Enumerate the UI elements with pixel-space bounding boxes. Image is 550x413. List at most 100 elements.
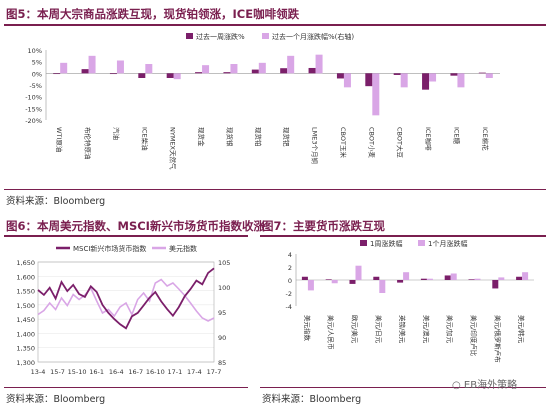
fig5-legend-swatch-week — [186, 33, 193, 39]
fig6-ytick-left: 1,450 — [16, 316, 35, 324]
fig5-xtick: ICE糖 — [452, 127, 461, 145]
fig5-xtick: ICE咖啡 — [424, 127, 433, 151]
fig5-bar-month — [457, 73, 465, 88]
fig5-bar-month — [287, 55, 295, 74]
fig7-xtick: 美元/印度卢比 — [470, 315, 479, 357]
fig6-ytick-left: 1,300 — [16, 359, 35, 367]
fig7-xtick: 美元/澳元 — [422, 315, 431, 344]
fig5-xtick: ICE棉花 — [481, 127, 490, 151]
fig5-bar-month — [60, 62, 68, 74]
fig6-plot-frame — [37, 261, 215, 363]
fig6-legend-usd: 美元指数 — [169, 244, 197, 253]
fig5-ytick: -15% — [25, 105, 42, 113]
fig7-bar-week — [468, 279, 475, 280]
fig5-legend-month: 过去一个月涨跌幅%(右轴) — [272, 32, 354, 41]
fig5-bar-month — [315, 54, 323, 74]
fig5-bar-month — [343, 73, 351, 88]
fig6-xtick: 16-1 — [89, 368, 104, 376]
fig5-bar-month — [230, 64, 238, 74]
fig6-ytick-left: 1,600 — [16, 273, 35, 281]
fig5-bar-month — [258, 62, 266, 74]
fig7-bar-month — [498, 277, 505, 280]
fig7-title: 图7：主要货币涨跌互现 — [262, 219, 386, 233]
fig5-bar-week — [223, 72, 231, 74]
fig7-ytick: 2 — [288, 264, 292, 272]
fig5-bar-week — [308, 67, 316, 74]
fig7-xtick: 美元/俄罗斯卢布 — [493, 315, 502, 363]
fig5-ytick: -5% — [29, 82, 42, 90]
fig5-bar-week — [138, 73, 146, 78]
fig7-xtick: 美元/韩元 — [517, 315, 526, 344]
fig5-bar-week — [251, 69, 259, 74]
fig6-ytick-right: 100 — [218, 284, 230, 292]
fig6-ytick-right: 105 — [218, 259, 230, 267]
fig7-bar-month — [403, 272, 410, 280]
fig7-source-rule — [260, 387, 546, 388]
watermark-text: EB海外策略 — [463, 380, 518, 391]
fig6-xtick: 16-10 — [146, 368, 165, 376]
fig5-xtick: WTI原油 — [55, 127, 64, 152]
fig7-ytick: -4 — [286, 303, 292, 311]
watermark: ○ EB海外策略 — [452, 376, 517, 391]
fig5-source-rule — [4, 189, 546, 190]
fig5-bar-week — [478, 72, 486, 74]
fig5-ytick: -10% — [25, 94, 42, 102]
fig6-ytick-right: 85 — [218, 359, 226, 367]
fig5-xtick: ICE柴油 — [140, 127, 149, 151]
fig5-bar-month — [202, 65, 210, 74]
fig5-bar-week — [53, 73, 61, 75]
fig5-bar-week — [81, 69, 89, 74]
fig5-bar-month — [485, 73, 493, 78]
fig7-bar-month — [307, 280, 314, 291]
fig5-bar-week — [166, 73, 174, 78]
fig7-source: 资料来源：Bloomberg — [262, 394, 362, 405]
fig7-bar-month — [331, 280, 338, 284]
fig7-bar-week — [349, 280, 356, 284]
fig5-title-rule — [4, 24, 546, 26]
fig7-bar-week — [397, 280, 404, 283]
fig5-bar-week — [336, 73, 344, 79]
fig5-source: 资料来源：Bloomberg — [6, 196, 106, 207]
fig5-bar-month — [400, 73, 408, 88]
fig7-bar-week — [444, 275, 451, 280]
fig5-xtick: NYMEX天然气 — [169, 127, 178, 170]
fig7-xtick: 美元指数 — [303, 315, 312, 342]
fig5-bar-week — [393, 73, 401, 75]
fig5-bar-week — [365, 73, 373, 87]
fig5-xtick: 现货金 — [197, 127, 206, 147]
fig5-xtick: 现货铂 — [254, 127, 263, 147]
fig7-xtick: 英镑/美元 — [398, 315, 407, 344]
fig6-ytick-left: 1,650 — [16, 259, 35, 267]
fig7-bar-week — [420, 278, 427, 280]
fig5-bar-month — [429, 73, 437, 82]
fig5-bar-week — [109, 73, 117, 75]
fig5-legend-swatch-month — [262, 33, 269, 39]
fig7-ytick: -2 — [286, 290, 292, 298]
fig7-bar-week — [492, 280, 499, 289]
fig7-legend-swatch-week — [360, 240, 367, 246]
fig7-bar-month — [522, 272, 529, 280]
fig5-bar-month — [173, 73, 181, 80]
fig7-xtick: 美元/加元 — [446, 315, 455, 344]
fig7-bar-week — [373, 276, 380, 280]
fig6-ytick-right: 95 — [218, 309, 226, 317]
fig7-bar-month — [426, 278, 433, 280]
fig5-bar-week — [422, 73, 430, 90]
fig5-title: 图5：本周大宗商品涨跌互现，现货铂领涨，ICE咖啡领跌 — [6, 7, 300, 21]
fig6-title-rule — [4, 235, 248, 237]
fig5-ytick: 5% — [32, 59, 42, 67]
fig7-xtick: 欧元/美元 — [351, 315, 360, 344]
fig5-xtick: 现货钯 — [282, 127, 291, 147]
fig6-ytick-right: 90 — [218, 334, 226, 342]
fig7-bar-week — [516, 276, 523, 280]
fig7-ytick: 0 — [288, 277, 292, 285]
fig7-title-rule — [260, 235, 546, 237]
fig6-line-msci-em — [37, 267, 215, 330]
fig7-xtick: 美元/人民币 — [327, 315, 336, 350]
fig6-source-rule — [4, 387, 248, 388]
fig6-ytick-left: 1,550 — [16, 288, 35, 296]
fig6-xtick: 17-1 — [168, 368, 183, 376]
fig6-xtick: 16-7 — [128, 368, 143, 376]
fig6-ytick-left: 1,400 — [16, 330, 35, 338]
